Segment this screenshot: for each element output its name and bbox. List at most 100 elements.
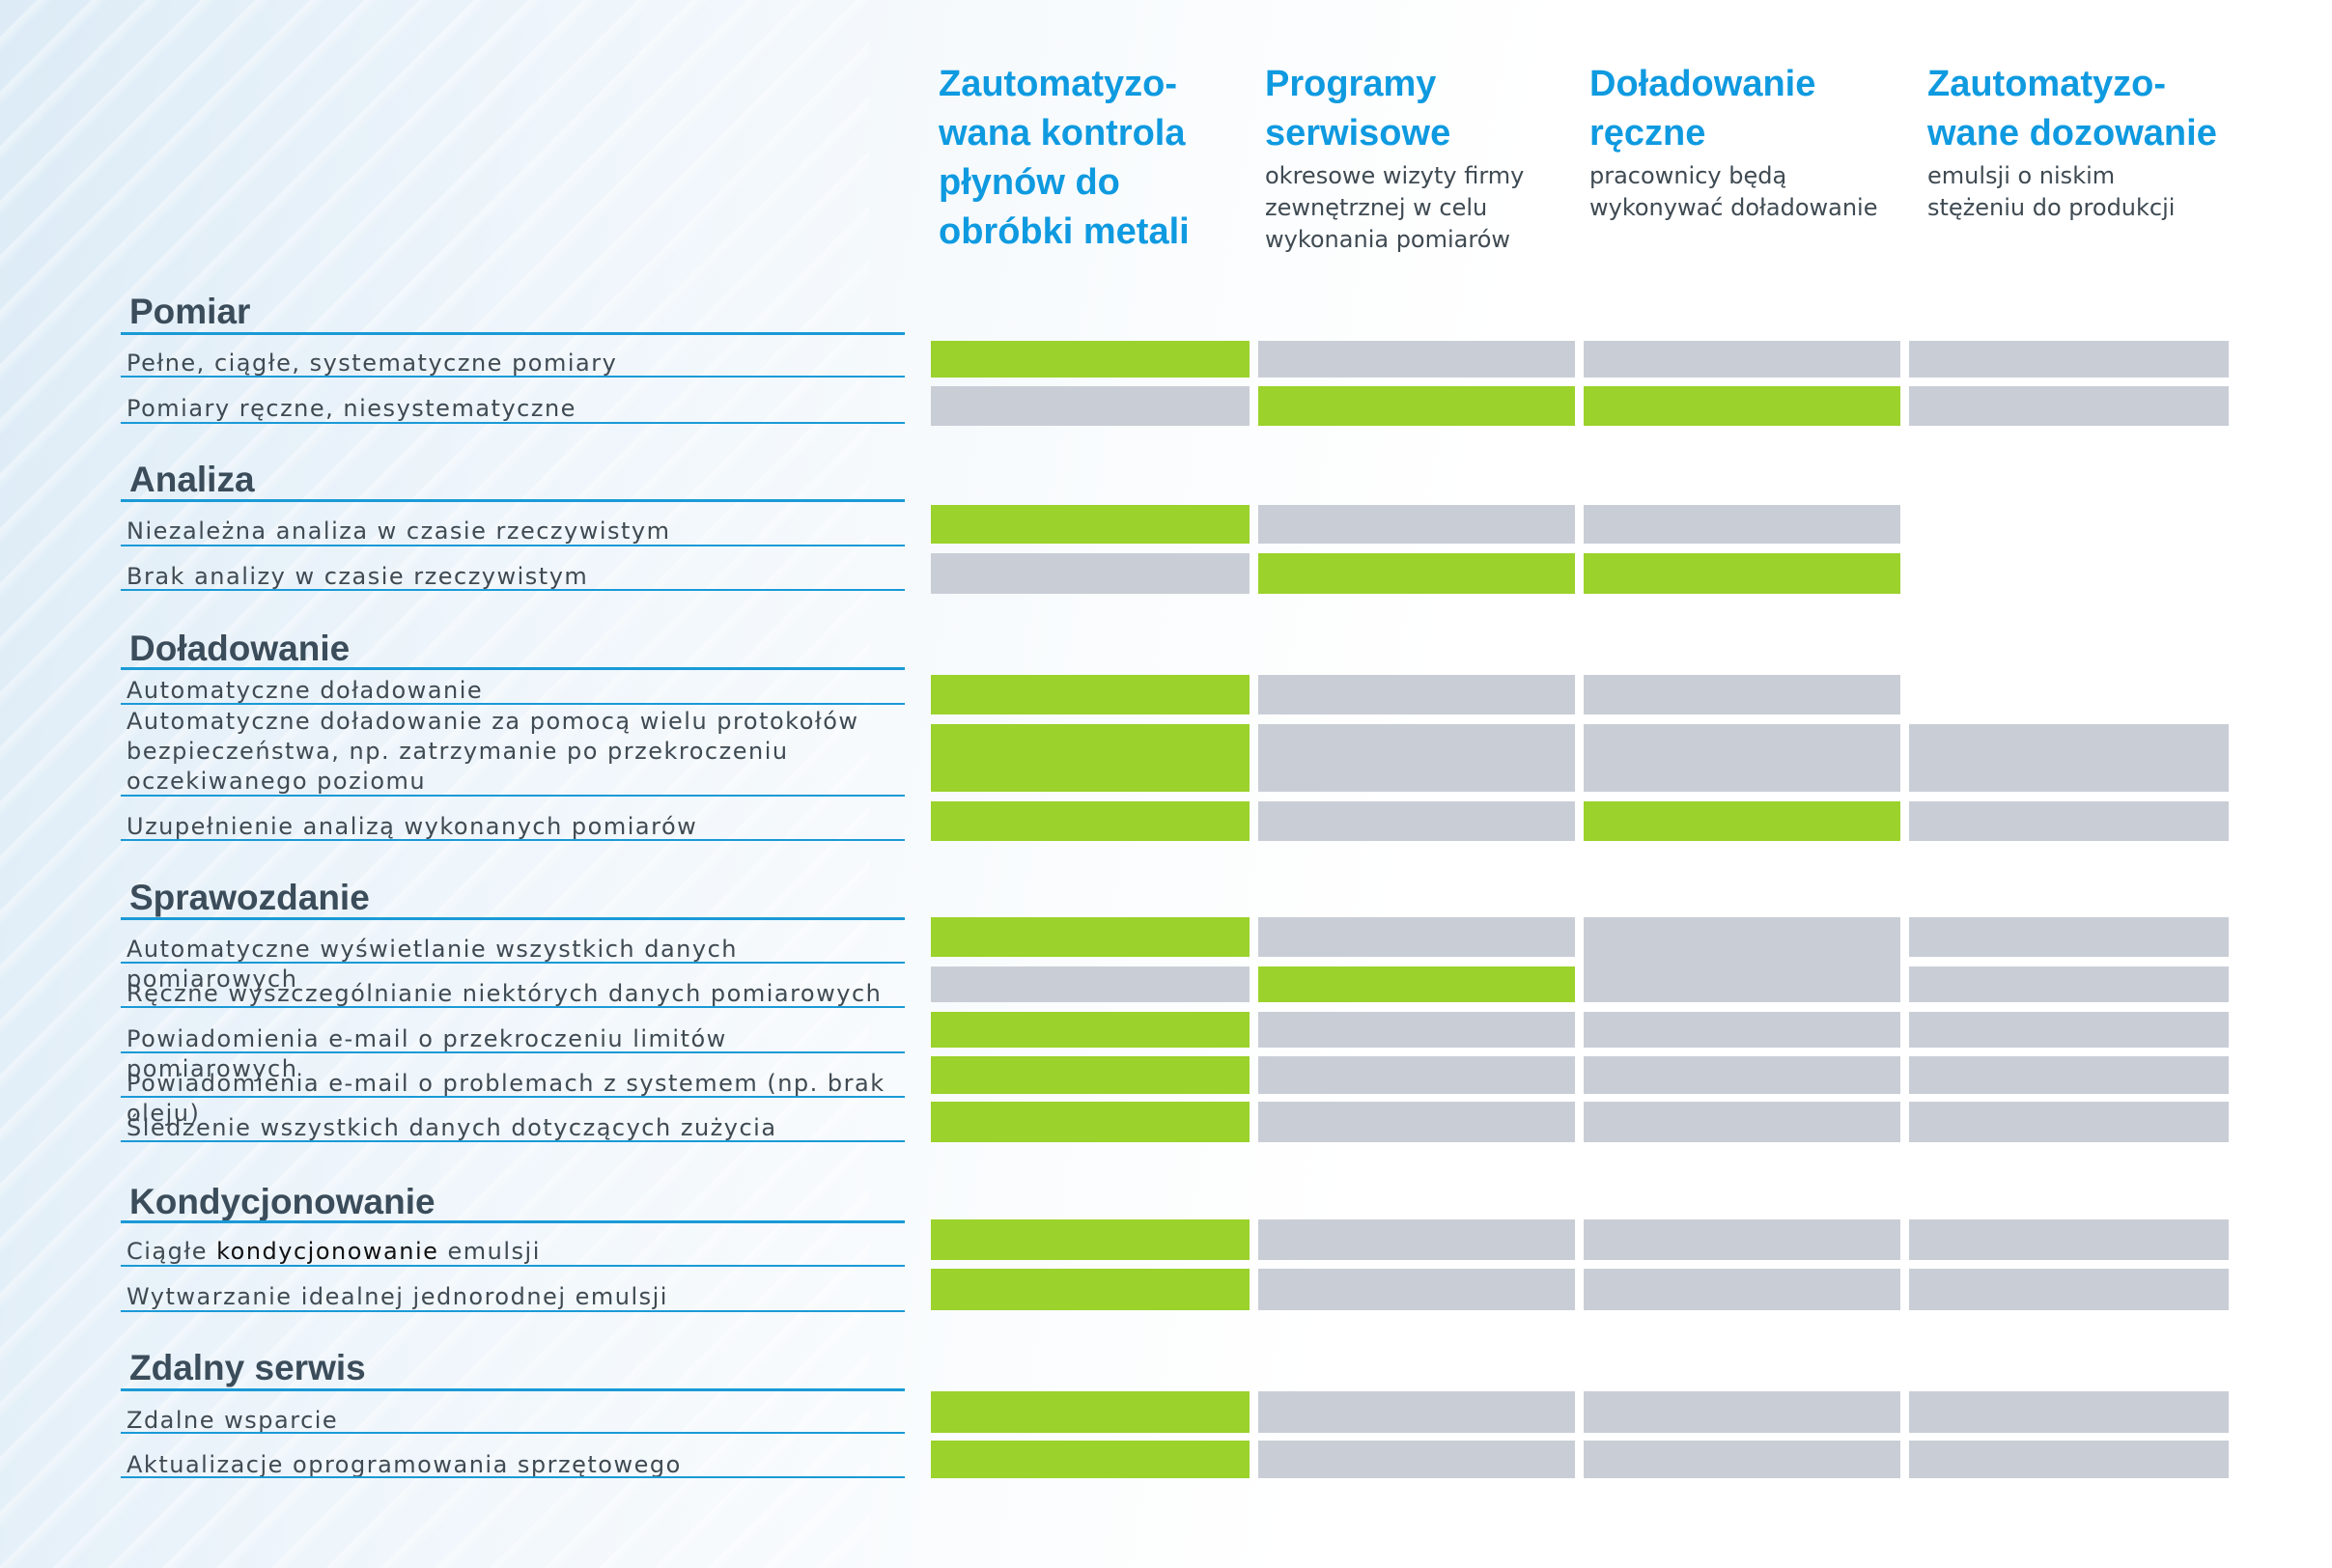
column-header-automated-control: Zautomatyzo- wana kontrola płynów do obr… — [939, 60, 1190, 257]
cell-no — [1909, 1441, 2229, 1478]
row-label: Automatyczne doładowanie — [126, 677, 484, 704]
row-label: Śledzenie wszystkich danych dotyczących … — [126, 1114, 777, 1141]
column-title: Zautomatyzo- wane dozowanie — [1927, 64, 2217, 154]
column-header-service-programs: Programy serwisowe okresowe wizyty firmy… — [1265, 60, 1524, 256]
cell-no — [931, 966, 1250, 1002]
row-label: Automatyczne wyświetlanie wszystkich dan… — [126, 936, 738, 993]
row-divider — [121, 422, 905, 424]
cell-yes — [1584, 386, 1900, 426]
cell-yes — [931, 505, 1250, 544]
cell-no — [1584, 1391, 1900, 1433]
row-label: Brak analizy w czasie rzeczywistym — [126, 563, 589, 590]
row-divider — [121, 1310, 905, 1312]
column-title: Zautomatyzo- wana kontrola płynów do obr… — [939, 64, 1190, 252]
cell-yes — [1258, 966, 1575, 1002]
row-divider — [121, 795, 905, 797]
cell-no — [1909, 917, 2229, 957]
section-divider — [121, 1388, 905, 1391]
cell-no — [1258, 1012, 1575, 1048]
cell-no-merged — [1584, 917, 1900, 1002]
column-subtitle: pracownicy będą wykonywać doładowanie — [1589, 162, 1878, 221]
cell-yes — [1584, 801, 1900, 841]
cell-no — [1258, 724, 1575, 792]
column-header-manual-refill: Doładowanie ręczne pracownicy będą wykon… — [1589, 60, 1877, 224]
cell-no — [1258, 1269, 1575, 1310]
cell-no — [1584, 724, 1900, 792]
section-title-kondycjonowanie: Kondycjonowanie — [129, 1182, 435, 1221]
column-title: Doładowanie ręczne — [1589, 64, 1816, 154]
cell-yes — [1584, 553, 1900, 594]
cell-yes — [931, 1012, 1250, 1048]
row-divider — [121, 1432, 905, 1434]
row-divider — [121, 589, 905, 591]
cell-no — [1909, 724, 2229, 792]
cell-no — [1909, 1269, 2229, 1310]
cell-no — [1258, 1441, 1575, 1478]
cell-no — [1258, 1102, 1575, 1142]
cell-yes — [931, 675, 1250, 714]
cell-no — [1258, 1391, 1575, 1433]
column-subtitle: okresowe wizyty firmy zewnętrznej w celu… — [1265, 162, 1525, 253]
column-title: Programy serwisowe — [1265, 64, 1451, 154]
cell-no — [1584, 1012, 1900, 1048]
cell-yes — [931, 724, 1250, 792]
cell-yes — [931, 1391, 1250, 1433]
row-label: Pomiary ręczne, niesystematyczne — [126, 395, 576, 422]
row-label: Zdalne wsparcie — [126, 1407, 339, 1434]
cell-no — [1258, 801, 1575, 841]
cell-no — [1584, 675, 1900, 714]
row-divider — [121, 962, 905, 964]
row-label: Ciągłe kondycjonowanie emulsji — [126, 1237, 899, 1267]
row-label: Aktualizacje oprogramowania sprzętowego — [126, 1451, 682, 1478]
cell-no — [1258, 917, 1575, 957]
cell-no — [1909, 341, 2229, 378]
column-header-automated-dosing: Zautomatyzo- wane dozowanie emulsji o ni… — [1927, 60, 2217, 224]
cell-yes — [931, 917, 1250, 957]
row-divider — [121, 1006, 905, 1008]
cell-yes — [1258, 553, 1575, 594]
cell-yes — [931, 1219, 1250, 1260]
cell-no — [1909, 1391, 2229, 1433]
cell-yes — [931, 1269, 1250, 1310]
cell-no — [1258, 675, 1575, 714]
cell-no — [1909, 1012, 2229, 1048]
section-divider — [121, 1220, 905, 1223]
section-divider — [121, 332, 905, 335]
section-title-sprawozdanie: Sprawozdanie — [129, 878, 370, 917]
cell-no — [1584, 1269, 1900, 1310]
cell-no — [1909, 1219, 2229, 1260]
cell-no — [931, 386, 1250, 426]
cell-no — [1584, 1056, 1900, 1094]
row-label: Powiadomienia e-mail o problemach z syst… — [126, 1070, 885, 1127]
cell-yes — [931, 1056, 1250, 1094]
row-divider — [121, 1476, 905, 1478]
cell-no — [1909, 1056, 2229, 1094]
row-divider — [121, 1096, 905, 1098]
row-label: Automatyczne doładowanie za pomocą wielu… — [126, 708, 859, 795]
cell-yes — [1258, 386, 1575, 426]
row-divider — [121, 839, 905, 841]
row-label-part: emulsji — [438, 1238, 541, 1265]
cell-no — [1584, 1441, 1900, 1478]
cell-no — [1258, 1056, 1575, 1094]
section-title-analiza: Analiza — [129, 460, 255, 499]
row-label: Powiadomienia e-mail o przekroczeniu lim… — [126, 1025, 727, 1082]
section-title-zdalny-serwis: Zdalny serwis — [129, 1348, 366, 1387]
cell-yes — [931, 801, 1250, 841]
row-label-part: Ciągłe — [126, 1238, 217, 1265]
cell-no — [1258, 1219, 1575, 1260]
row-label: Pełne, ciągłe, systematyczne pomiary — [126, 350, 618, 377]
cell-no — [1909, 1102, 2229, 1142]
row-label: Uzupełnienie analizą wykonanych pomiarów — [126, 813, 698, 840]
section-title-pomiar: Pomiar — [129, 292, 251, 331]
section-divider — [121, 917, 905, 920]
cell-no — [1909, 966, 2229, 1002]
cell-no — [1258, 341, 1575, 378]
row-divider — [121, 1265, 905, 1267]
column-subtitle: emulsji o niskim stężeniu do produkcji — [1927, 162, 2176, 221]
row-divider — [121, 545, 905, 546]
row-label: Ręczne wyszczególnianie niektórych danyc… — [126, 980, 883, 1007]
row-divider — [121, 1140, 905, 1142]
row-label: Niezależna analiza w czasie rzeczywistym — [126, 518, 671, 545]
row-label: Wytwarzanie idealnej jednorodnej emulsji — [126, 1283, 668, 1310]
